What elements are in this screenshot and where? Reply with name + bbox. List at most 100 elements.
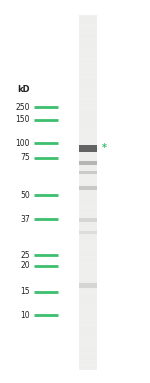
Bar [79,22,97,23]
Bar [79,144,97,145]
Bar [79,283,97,284]
Bar [79,249,97,250]
Bar [79,213,97,214]
Bar [79,67,97,68]
Bar [79,52,97,53]
Bar [79,55,97,56]
Bar [79,104,97,105]
Bar [79,240,97,241]
Bar [79,243,97,244]
Bar [79,217,97,218]
Bar [79,200,97,201]
Bar [79,251,97,252]
Bar [79,184,97,185]
Bar [79,47,97,48]
Bar [79,139,97,140]
Bar [79,155,97,156]
Bar [79,206,97,207]
Bar [79,186,97,190]
Bar [79,190,97,191]
Bar [79,59,97,60]
Bar [79,288,97,289]
Bar [79,236,97,237]
Bar [79,132,97,133]
Bar [79,176,97,177]
Bar [79,329,97,330]
Bar [79,327,97,328]
Bar [79,18,97,19]
Bar [79,306,97,307]
Bar [79,316,97,317]
Bar [79,311,97,312]
Bar [79,277,97,278]
Bar [79,46,97,47]
Bar [79,170,97,173]
Bar [79,99,97,100]
Bar [79,258,97,259]
Bar [79,209,97,210]
Bar [79,266,97,267]
Text: kD: kD [17,85,30,95]
Bar [79,161,97,162]
Bar [79,36,97,37]
Bar [79,66,97,67]
Bar [79,336,97,337]
Bar [79,29,97,30]
Bar [79,363,97,364]
Bar [79,23,97,24]
Bar [79,83,97,84]
Bar [79,70,97,71]
Bar [79,203,97,204]
Bar [79,37,97,38]
Bar [79,187,97,188]
Bar [79,148,97,149]
Bar [79,292,97,293]
Bar [79,142,97,143]
Bar [79,172,97,173]
Bar [79,344,97,345]
Bar [79,131,97,132]
Bar [79,145,97,146]
Bar [79,269,97,270]
Bar [79,68,97,69]
Bar [79,247,97,248]
Bar [79,90,97,91]
Bar [79,270,97,271]
Bar [79,56,97,57]
Bar [79,158,97,159]
Bar [79,356,97,357]
Bar [79,252,97,253]
Bar [79,97,97,98]
Bar [79,87,97,88]
Bar [79,128,97,129]
Bar [79,234,97,235]
Bar [79,96,97,97]
Bar [79,198,97,199]
Bar [79,156,97,157]
Bar [79,291,97,292]
Bar [79,232,97,233]
Bar [79,259,97,260]
Bar [79,160,97,161]
Bar [79,165,97,166]
Bar [79,322,97,323]
Bar [79,333,97,334]
Bar [79,168,97,169]
Bar [79,365,97,366]
Bar [79,301,97,302]
Bar [79,154,97,155]
Bar [79,332,97,333]
Bar [79,159,97,160]
Bar [79,124,97,125]
Bar [79,93,97,94]
Bar [79,53,97,54]
Bar [79,295,97,296]
Bar [79,285,97,286]
Bar [79,181,97,182]
Bar [79,40,97,41]
Bar [79,338,97,339]
Bar [79,207,97,208]
Bar [79,345,97,346]
Bar [79,253,97,254]
Bar [79,208,97,209]
